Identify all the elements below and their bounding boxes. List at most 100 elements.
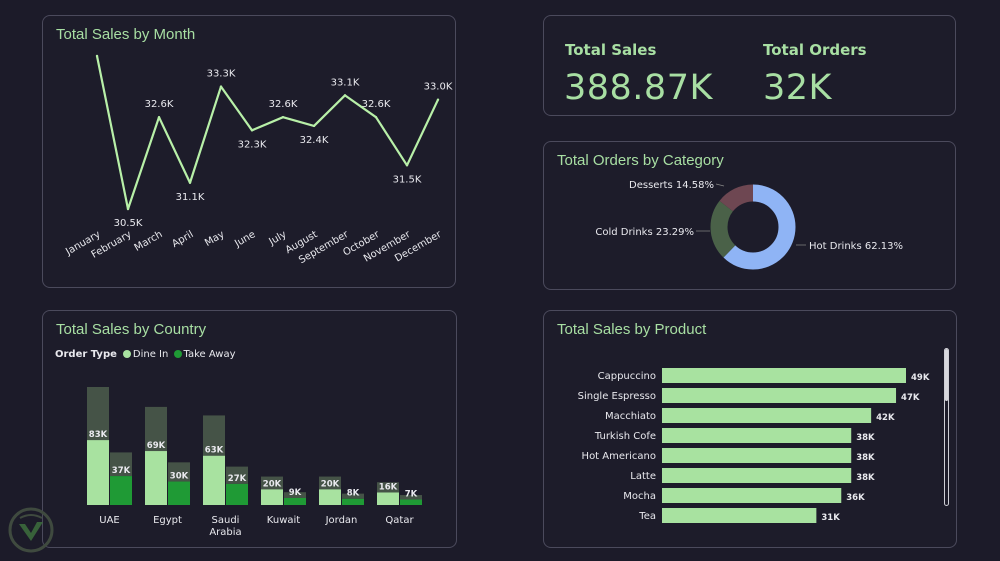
legend-take-away-swatch	[173, 349, 182, 358]
total-sales-value: 388.87K	[564, 68, 713, 108]
line-point	[281, 116, 285, 119]
bar-dine-in	[377, 492, 399, 505]
total-orders-label: Total Orders	[763, 41, 867, 59]
product-bar	[662, 448, 852, 463]
kpi-panel: Total Sales 388.87K Total Orders 32K	[543, 15, 956, 116]
line-point	[250, 129, 254, 132]
legend-dine-in-label: Dine In	[132, 349, 169, 360]
bar-take-away	[168, 481, 190, 505]
order-type-legend: Order Type Dine In Take Away	[55, 349, 236, 360]
product-tick-label: Turkish Cofe	[594, 431, 656, 442]
product-tick-label: Hot Americano	[582, 451, 656, 462]
product-data-label: 36K	[846, 493, 865, 503]
bar-background	[110, 452, 132, 477]
line-point	[188, 181, 192, 184]
month-tick-label: June	[232, 229, 257, 250]
total-orders-value: 32K	[763, 68, 832, 108]
bar-data-label: 7K	[405, 490, 418, 500]
sales-trend-line	[95, 55, 439, 211]
country-tick-label: Arabia	[209, 527, 241, 538]
product-tick-label: Tea	[638, 511, 656, 522]
line-point	[405, 164, 409, 167]
product-tick-label: Macchiato	[605, 411, 656, 422]
line-data-label: 33.1K	[331, 77, 360, 88]
leader-line	[715, 183, 725, 187]
bar-data-label: 69K	[147, 441, 166, 451]
bar-dine-in	[319, 489, 341, 505]
bar-background	[319, 476, 341, 490]
product-bar	[662, 428, 852, 443]
line-data-label: 33.0K	[424, 82, 453, 93]
product-tick-label: Mocha	[623, 491, 656, 502]
line-data-label: 32.4K	[300, 135, 329, 146]
sales-by-month-title: Total Sales by Month	[56, 26, 196, 43]
line-point	[219, 85, 223, 88]
product-tick-label: Latte	[630, 471, 656, 482]
product-bar	[662, 388, 897, 403]
bar-background	[284, 492, 306, 498]
bar-take-away	[400, 499, 422, 505]
total-sales-label: Total Sales	[565, 41, 657, 59]
bar-data-label: 37K	[112, 466, 131, 476]
country-tick-label: Jordan	[325, 515, 358, 526]
legend-dine-in-swatch	[122, 349, 131, 358]
product-data-label: 38K	[856, 473, 875, 483]
product-list-scroll-thumb[interactable]	[945, 349, 948, 401]
line-data-label: 32.6K	[145, 99, 174, 110]
sales-by-country-title: Total Sales by Country	[56, 321, 207, 338]
line-data-label: 32.3K	[238, 139, 267, 150]
legend-take-away-label: Take Away	[183, 349, 236, 360]
bar-data-label: 8K	[347, 489, 360, 499]
line-data-label: 30.5K	[114, 218, 143, 229]
bar-take-away	[284, 497, 306, 505]
bar-data-label: 20K	[263, 479, 282, 489]
bar-take-away	[342, 498, 364, 505]
product-data-label: 31K	[821, 513, 840, 523]
bar-background	[203, 415, 225, 456]
bar-dine-in	[261, 489, 283, 505]
product-bar	[662, 368, 906, 383]
line-point	[374, 116, 378, 119]
product-bar	[662, 468, 852, 483]
bar-background	[261, 476, 283, 490]
line-point	[95, 54, 99, 58]
product-bar	[662, 488, 842, 503]
product-data-label: 47K	[901, 393, 920, 403]
country-tick-label: UAE	[99, 515, 119, 526]
country-tick-label: Qatar	[385, 515, 414, 526]
product-tick-label: Cappuccino	[598, 371, 656, 382]
product-list-scrollbar[interactable]	[944, 348, 949, 506]
bar-data-label: 30K	[170, 472, 189, 482]
month-tick-label: April	[170, 229, 195, 250]
bar-data-label: 16K	[379, 482, 398, 492]
label-desserts: Desserts 14.58%	[629, 180, 714, 191]
product-data-label: 38K	[856, 433, 875, 443]
orders-by-category-chart: Hot Drinks 62.13% Cold Drinks 23.29% Desse…	[595, 180, 903, 270]
bar-background	[400, 495, 422, 500]
line-data-label: 33.3K	[207, 69, 236, 80]
bar-data-label: 27K	[228, 474, 247, 484]
line-point	[312, 124, 316, 128]
sales-by-country-panel: Total Sales by Country Order Type Dine In…	[42, 310, 457, 548]
sales-by-product-title: Total Sales by Product	[557, 321, 707, 338]
line-point	[126, 207, 130, 211]
sales-by-product-chart: Cappuccino 49K Single Espresso 47K Macchiato…	[578, 368, 930, 523]
bar-data-label: 63K	[205, 446, 224, 456]
line-data-label: 32.6K	[362, 99, 391, 110]
line-point	[436, 98, 440, 101]
bar-dine-in	[87, 440, 109, 505]
bar-background	[342, 493, 364, 499]
bar-background	[87, 387, 109, 441]
product-data-label: 42K	[876, 413, 895, 423]
bar-take-away	[226, 483, 248, 505]
country-tick-label: Saudi	[212, 515, 240, 526]
bar-data-label: 83K	[89, 430, 108, 440]
watermark-logo-icon	[8, 507, 54, 553]
product-data-label: 38K	[856, 453, 875, 463]
bar-background	[168, 462, 190, 482]
sales-by-month-chart: January30.5KFebruary32.6KMarch31.1KApril…	[63, 54, 453, 266]
label-hot-drinks: Hot Drinks 62.13%	[809, 241, 903, 252]
bar-data-label: 20K	[321, 479, 340, 489]
donut-slice-desserts	[710, 184, 796, 270]
